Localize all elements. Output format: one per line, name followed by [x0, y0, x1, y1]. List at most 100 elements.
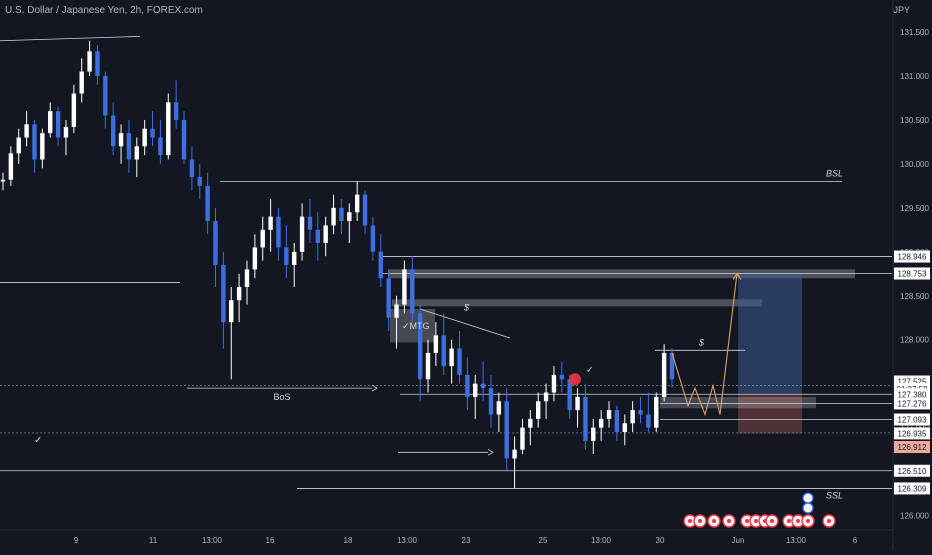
candle-body: [473, 383, 478, 397]
candle-body: [504, 401, 509, 459]
price-label-box: [894, 250, 930, 263]
y-tick-label: 130.500: [900, 116, 929, 125]
bsl-label: BSL: [826, 168, 843, 178]
candle-body: [362, 194, 368, 226]
symbol-title: U.S. Dollar / Japanese Yen, 2h, FOREX.co…: [5, 5, 203, 16]
y-tick-label: 126.000: [900, 512, 929, 521]
candle-body: [449, 348, 454, 367]
candle-body: [551, 374, 557, 393]
event-icon-dot: [806, 519, 810, 523]
candle-body: [221, 265, 226, 323]
candle-body: [417, 313, 423, 380]
candle-body: [213, 221, 218, 265]
candle-body: [630, 410, 635, 424]
candle-body: [559, 374, 565, 380]
candle-body: [134, 146, 139, 160]
annotation-layer: BSL SSL BoS ✓MTG $ $ ✓ ✓: [34, 168, 843, 500]
candle-body: [354, 194, 360, 213]
flag-icon[interactable]: [802, 492, 814, 504]
price-label-box: [894, 427, 930, 440]
candle-body: [158, 137, 163, 156]
event-icon-dot: [754, 519, 758, 523]
price-label-box: [894, 441, 930, 454]
candle-body: [520, 427, 525, 450]
event-icon-dot: [688, 519, 692, 523]
price-label-text: 127.276: [898, 399, 927, 408]
candle-body: [103, 75, 108, 116]
candle-body: [591, 427, 596, 441]
candle-body: [583, 396, 588, 441]
candle-body: [433, 335, 439, 353]
candle-body: [8, 153, 14, 180]
candle-body: [646, 414, 651, 428]
bos-label: BoS: [273, 392, 290, 402]
candle-body: [55, 111, 61, 138]
candle-body: [378, 251, 383, 279]
dollar-label-2: $: [698, 337, 705, 347]
candle-body: [150, 128, 155, 138]
candle-body: [95, 51, 100, 76]
price-label-text: 126.309: [898, 484, 927, 493]
long-target-zone: [738, 273, 802, 395]
price-label-text: 127.525: [898, 378, 927, 387]
candle-body: [284, 247, 289, 265]
candle-body: [315, 229, 321, 244]
candle-body: [323, 225, 328, 244]
level-lines-layer: [0, 35, 892, 489]
event-icon-dot: [712, 519, 716, 523]
candle-body: [292, 251, 297, 265]
candle-body: [457, 348, 462, 375]
event-icon-dot: [727, 519, 731, 523]
x-axis[interactable]: 9 11 13:00 16 18 13:00 23 25 13:00 30 Jun 13:00 6: [0, 529, 893, 545]
event-icon-dot: [787, 519, 791, 523]
y-tick-label: 129.500: [900, 204, 929, 213]
candle-body: [638, 410, 643, 415]
demand-zone: [660, 396, 816, 409]
trendline-dollar: [419, 308, 511, 339]
supply-zone-mid: [392, 299, 762, 307]
projected-path: [671, 273, 738, 417]
candle-body: [173, 102, 179, 120]
check-mark-left: ✓: [34, 435, 42, 446]
candle-body: [299, 216, 305, 252]
price-label-text: 126.912: [898, 443, 927, 452]
y-tick-label: 130.000: [900, 160, 929, 169]
event-icons-layer[interactable]: [683, 492, 836, 528]
event-icon-dot: [770, 519, 774, 523]
candle-body: [598, 418, 604, 428]
ssl-label: SSL: [826, 490, 843, 500]
price-label-text: 128.946: [898, 253, 927, 262]
candle-body: [331, 207, 336, 226]
candle-body: [307, 216, 313, 230]
y-tick-label: 131.500: [900, 28, 929, 37]
price-label-text: 128.753: [898, 270, 927, 279]
candle-body: [142, 128, 147, 147]
candle-body: [480, 383, 486, 389]
dollar-label-1: $: [463, 303, 470, 313]
candle-body: [347, 212, 352, 222]
candle-body: [394, 304, 399, 318]
candle-body: [268, 216, 273, 230]
x-tick-label: 23: [462, 536, 471, 545]
candle-body: [0, 179, 6, 182]
candle-body: [79, 71, 84, 94]
y-tick-label: 128.500: [900, 292, 929, 301]
x-tick-label: 13:00: [397, 536, 418, 545]
candle-body: [669, 352, 675, 380]
candle-body: [575, 396, 580, 411]
candle-body: [512, 449, 517, 459]
price-label-box: [894, 413, 930, 426]
candle-body: [252, 247, 258, 270]
x-tick-label: 30: [656, 536, 665, 545]
flag-icon[interactable]: [802, 502, 814, 514]
trendline-top: [0, 35, 141, 42]
candle-body: [441, 335, 446, 367]
x-tick-label: 6: [853, 536, 858, 545]
event-icon-dot: [796, 519, 800, 523]
x-tick-label: Jun: [732, 536, 745, 545]
candle-body: [410, 269, 415, 314]
y-tick-label: 131.000: [900, 72, 929, 81]
candle-body: [197, 177, 202, 186]
